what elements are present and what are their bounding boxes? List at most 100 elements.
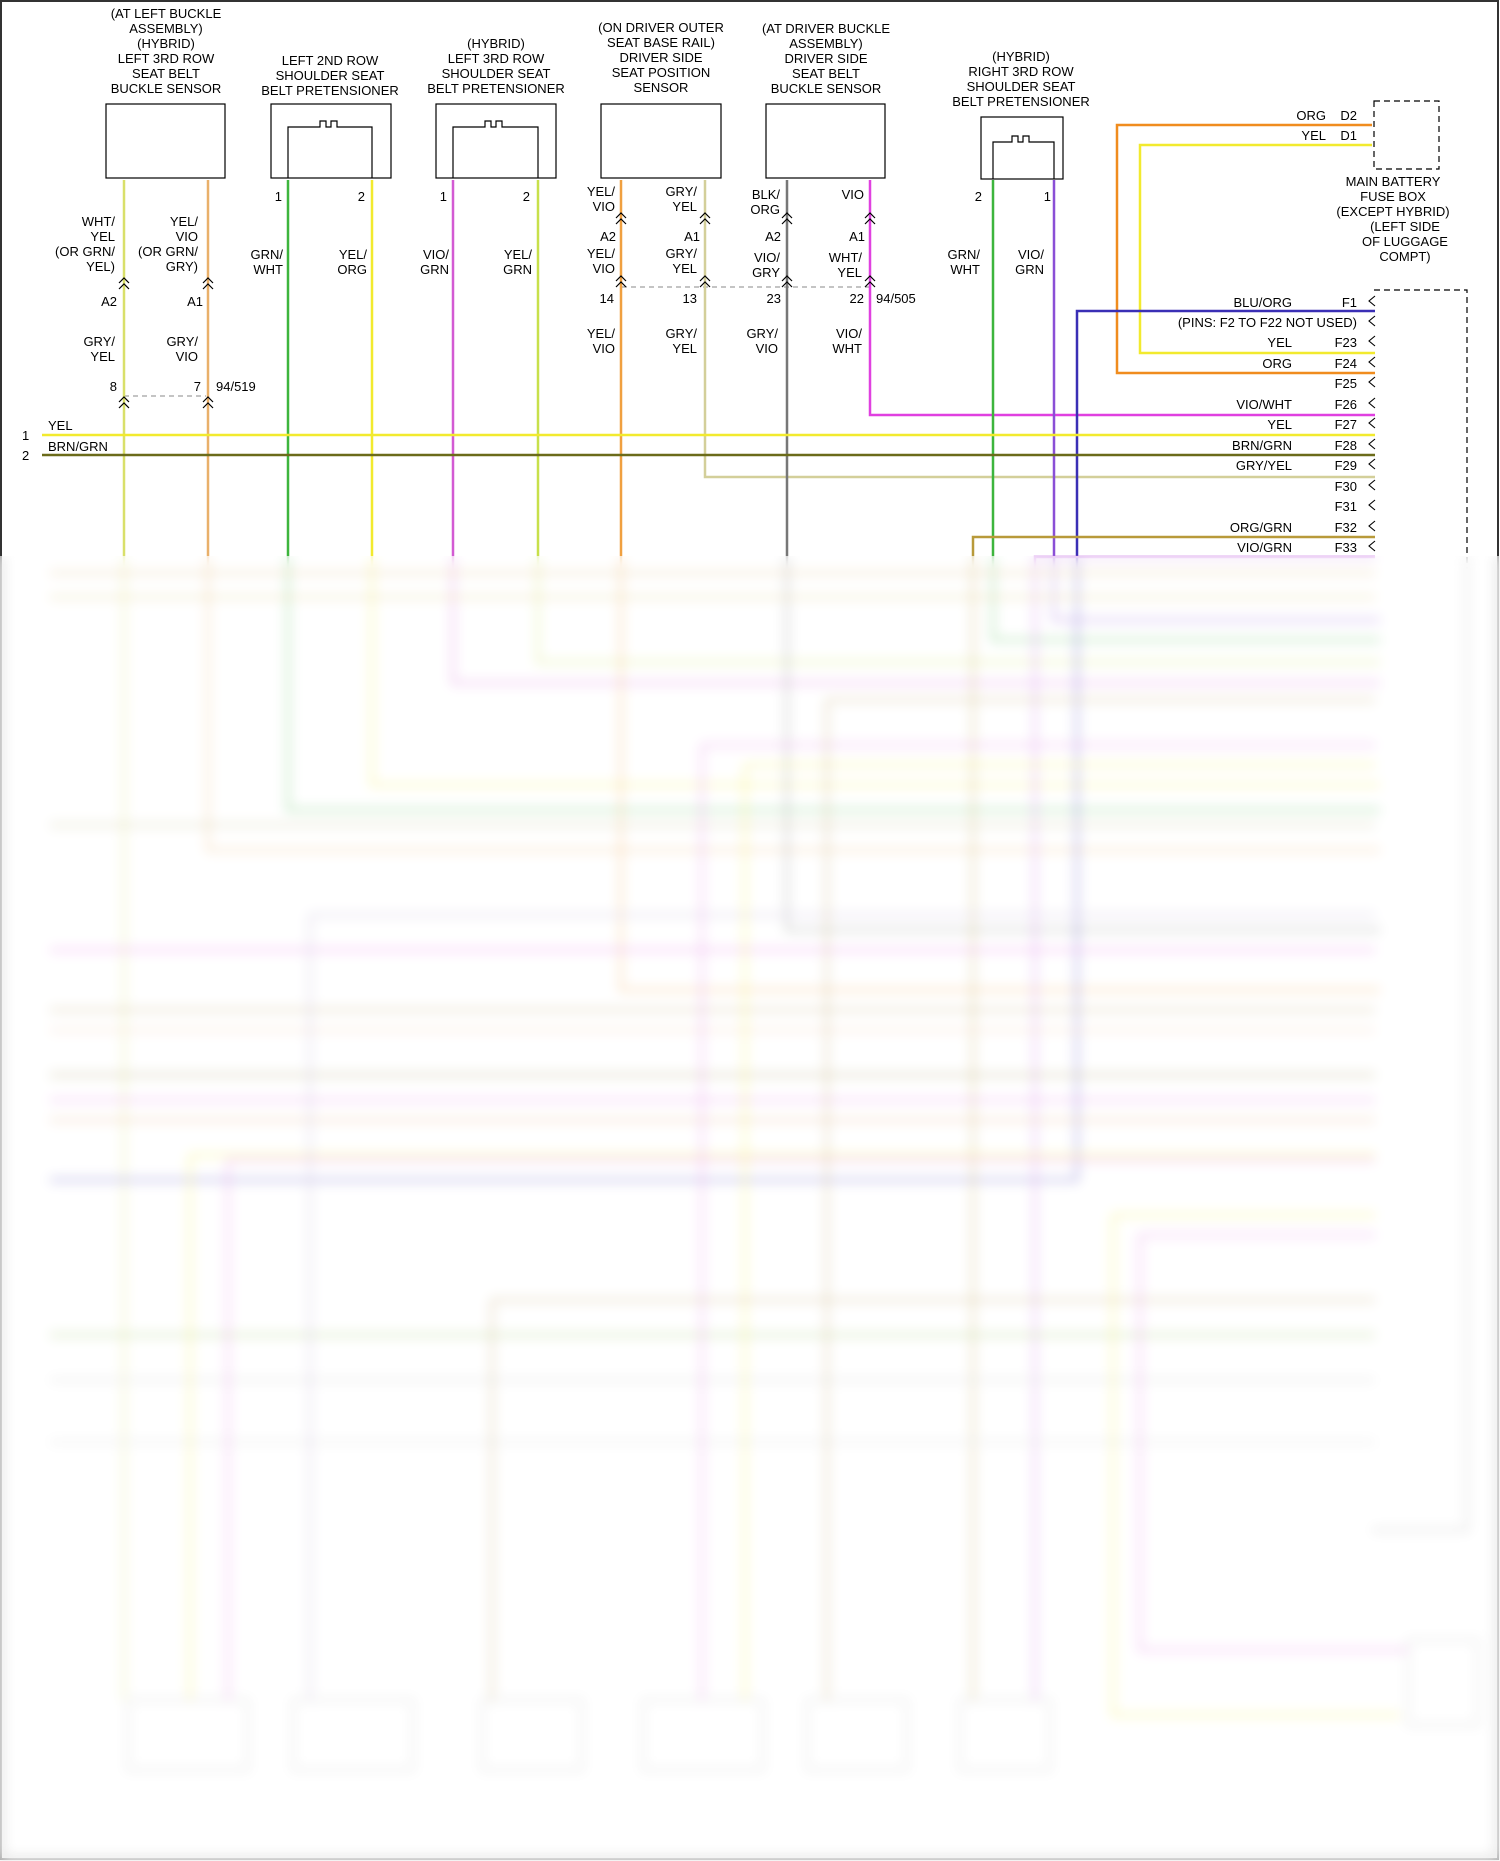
label-line: BUCKLE SENSOR — [111, 81, 222, 96]
wire-label: GRY/ — [665, 184, 697, 199]
srs-pin-number: F27 — [1335, 417, 1357, 432]
srs-pin-number: F26 — [1335, 397, 1357, 412]
pin-connector-mark — [1368, 356, 1376, 368]
wire-labels-c2: GRN/ WHT YEL/ ORG — [251, 247, 368, 277]
wire-label: ORG — [1296, 108, 1326, 123]
wire-labels-c5: BLK/ ORG VIO A2 A1 VIO/ GRY WHT/ YEL 23 … — [746, 187, 865, 356]
label-line: SEAT BELT — [132, 66, 200, 81]
label-line: (LEFT SIDE — [1370, 219, 1440, 234]
wire-label: ORG — [337, 262, 367, 277]
wire-label: (OR GRN/ — [138, 244, 198, 259]
label-line: SEAT BASE RAIL) — [607, 35, 715, 50]
srs-pin-number: F33 — [1335, 540, 1357, 555]
label-seat-position-sensor: (ON DRIVER OUTER SEAT BASE RAIL) DRIVER … — [598, 20, 724, 95]
pin-connector-mark — [1368, 479, 1376, 491]
label-line: SHOULDER SEAT — [442, 66, 551, 81]
label-line: MAIN BATTERY — [1346, 174, 1441, 189]
label-line: LEFT 3RD ROW — [448, 51, 545, 66]
wire-label: GRY — [752, 265, 780, 280]
wire-label: VIO — [176, 229, 198, 244]
label-line: BELT PRETENSIONER — [261, 83, 399, 98]
wire-label: WHT — [832, 341, 862, 356]
srs-pin-labels: BLU/ORG F1 (PINS: F2 TO F22 NOT USED) YEL F2… — [1178, 295, 1376, 555]
driver-buckle-sensor-box — [765, 103, 886, 179]
wire-label: GRN — [1015, 262, 1044, 277]
wire-labels-c4: YEL/ VIO GRY/ YEL A2 A1 YEL/ VIO GRY/ YE… — [587, 184, 700, 356]
label-line: RIGHT 3RD ROW — [968, 64, 1074, 79]
connector-chevron — [781, 212, 793, 225]
pin-label: A2 — [765, 229, 781, 244]
srs-pin-number: F31 — [1335, 499, 1357, 514]
srs-pin-number: F25 — [1335, 376, 1357, 391]
wire-label: (OR GRN/ — [55, 244, 115, 259]
pin-label: D2 — [1340, 108, 1357, 123]
wire-label: WHT/ — [82, 214, 116, 229]
srs-pin-wire-label: YEL — [1267, 335, 1292, 350]
srs-pin-wire-label: YEL — [1267, 417, 1292, 432]
srs-pin-wire-label: (PINS: F2 TO F22 NOT USED) — [1178, 315, 1357, 330]
label-line: LEFT 2ND ROW — [282, 53, 379, 68]
label-left-3rd-buckle-sensor: (AT LEFT BUCKLE ASSEMBLY) (HYBRID) LEFT … — [111, 6, 222, 96]
wire-vio — [868, 180, 1375, 417]
label-driver-buckle-sensor: (AT DRIVER BUCKLE ASSEMBLY) DRIVER SIDE … — [762, 21, 890, 96]
srs-pin-number: F30 — [1335, 479, 1357, 494]
connector-chevron — [118, 277, 130, 290]
wire-label: YEL — [48, 418, 73, 433]
label-line: BELT PRETENSIONER — [952, 94, 1090, 109]
wire-label: YEL — [90, 349, 115, 364]
connector-marks — [118, 212, 876, 409]
wire-label: YEL) — [86, 259, 115, 274]
wire-label: VIO/ — [423, 247, 449, 262]
label-line: FUSE BOX — [1360, 189, 1426, 204]
srs-pin-wire-label: GRY/YEL — [1236, 458, 1292, 473]
pin-label: 2 — [358, 189, 365, 204]
pin-label: 2 — [523, 189, 530, 204]
srs-pin-wire-label: BRN/GRN — [1232, 438, 1292, 453]
pin-connector-mark — [1368, 376, 1376, 388]
pin-connector-mark — [1368, 315, 1376, 327]
wire-label: VIO/ — [754, 250, 780, 265]
pin-label: A2 — [600, 229, 616, 244]
connector-chevron — [202, 277, 214, 290]
wire-labels-c6: GRN/ WHT VIO/ GRN — [948, 247, 1045, 277]
pin-label: 22 — [850, 291, 864, 306]
left-3rd-pretensioner-box — [435, 103, 557, 179]
wire-label: WHT — [950, 262, 980, 277]
left-3rd-buckle-sensor-box — [105, 103, 226, 179]
wire-labels-c1: WHT/ YEL (OR GRN/ YEL) YEL/ VIO (OR GRN/… — [55, 214, 203, 394]
wire-label: GRY) — [166, 259, 198, 274]
pin-connector-mark — [1368, 458, 1376, 470]
srs-pin-wire-label: ORG/GRN — [1230, 520, 1292, 535]
label-main-battery-fuse-box: MAIN BATTERY FUSE BOX (EXCEPT HYBRID) (L… — [1336, 174, 1449, 264]
wire-vio-grn — [1052, 180, 1380, 622]
connector-chevron — [615, 212, 627, 225]
wire-label: VIO/ — [1018, 247, 1044, 262]
right-3rd-pretensioner-box — [980, 116, 1064, 180]
srs-pin-number: F28 — [1335, 438, 1357, 453]
wire-label: VIO — [593, 341, 615, 356]
pin-label: 1 — [1044, 189, 1051, 204]
label-line: (AT LEFT BUCKLE — [111, 6, 222, 21]
line-number: 1 — [22, 428, 29, 443]
wire-label: GRY/ — [746, 326, 778, 341]
pin-connector-mark — [1368, 397, 1376, 409]
label-line: SEAT POSITION — [612, 65, 710, 80]
pin-label: A2 — [101, 294, 117, 309]
wire-label: GRY/ — [83, 334, 115, 349]
line-number: 2 — [22, 448, 29, 463]
pin-connector-mark — [1368, 335, 1376, 347]
connector-chevron — [699, 212, 711, 225]
pin-connector-mark — [1368, 499, 1376, 511]
connector-label: 94/519 — [216, 379, 256, 394]
wire-label: YEL — [672, 199, 697, 214]
pin-label: A1 — [849, 229, 865, 244]
label-line: (HYBRID) — [467, 36, 525, 51]
pin-label: 7 — [194, 379, 201, 394]
connector-chevron — [699, 275, 711, 288]
label-line: SEAT BELT — [792, 66, 860, 81]
pin-label: 23 — [767, 291, 781, 306]
wire-label: GRN — [420, 262, 449, 277]
srs-pin-wire-label: VIO/WHT — [1236, 397, 1292, 412]
squib-symbol — [287, 120, 373, 178]
wire-label: YEL — [837, 265, 862, 280]
